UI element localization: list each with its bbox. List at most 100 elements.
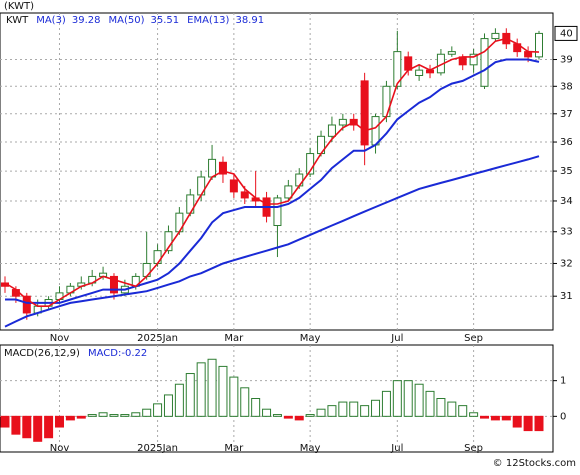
line-series [5, 58, 540, 304]
x-tick-label: Mar [224, 333, 244, 344]
candle-body [371, 116, 380, 146]
candle-body [240, 191, 249, 199]
y-tick-label: 34 [560, 196, 573, 207]
candle-body [469, 53, 478, 66]
x-tick-label: Sep [464, 443, 483, 454]
macd-bar [272, 414, 282, 417]
x-tick-label: Jul [390, 443, 403, 454]
candle-body [327, 124, 336, 137]
x-tick-label: May [300, 333, 321, 344]
macd-bar [87, 414, 97, 417]
macd-bar [349, 401, 359, 417]
candle-body [229, 179, 238, 193]
macd-bar [501, 415, 511, 421]
candle-body [153, 250, 162, 264]
macd-bar [338, 401, 348, 417]
x-tick-label: Nov [50, 333, 70, 344]
legend-text: EMA(13) [187, 15, 229, 26]
footer: © 12Stocks.com [493, 458, 576, 469]
macd-bar [392, 380, 402, 417]
x-tick-label: May [300, 443, 321, 454]
candle-body [22, 295, 31, 314]
line-series [4, 155, 540, 328]
macd-bar [196, 362, 206, 417]
macd-bar [76, 415, 86, 419]
candle-body [382, 85, 391, 118]
macd-bar [512, 415, 522, 428]
candle-body [295, 173, 304, 187]
macd-bar [523, 415, 533, 432]
candle-body [284, 185, 293, 199]
macd-bar [251, 398, 261, 417]
y-tick-label: 38 [560, 81, 573, 92]
y-tick-label: 32 [560, 258, 573, 269]
macd-bar [283, 415, 293, 419]
macd-bar [185, 373, 195, 417]
macd-bar [33, 415, 43, 442]
macd-bar [469, 412, 479, 417]
x-tick-label: Nov [50, 443, 70, 454]
macd-bar [207, 358, 217, 417]
macd-value: MACD:-0.22 [88, 348, 147, 359]
legend-text: KWT [6, 15, 29, 26]
candle-body [208, 158, 217, 178]
y-tick-label: 33 [560, 227, 573, 238]
macd-bar [22, 415, 32, 439]
legend-text: 35.51 [150, 15, 179, 26]
macd-bar [240, 387, 250, 417]
candle-body [218, 161, 227, 175]
macd-bar [327, 405, 337, 417]
x-tick-label: Jul [390, 333, 403, 344]
candle-body [415, 69, 424, 77]
macd-bar [458, 405, 468, 417]
macd-bar [305, 414, 315, 417]
macd-bar [163, 394, 173, 417]
macd-panel-frame [0, 344, 554, 453]
candle-body [535, 32, 543, 58]
macd-bar [414, 383, 424, 417]
macd-bar [218, 365, 228, 417]
macd-bar [44, 415, 54, 439]
macd-bar [316, 408, 326, 417]
y-tick-label: 39 [560, 55, 573, 66]
candle-body [306, 153, 315, 175]
y-tick-label: 0 [560, 411, 566, 422]
macd-bar [142, 408, 152, 417]
candle-body [447, 51, 456, 55]
candle-body [480, 38, 489, 87]
macd-title: MACD(26,12,9) [4, 348, 80, 359]
legend-text: MA(3) [36, 15, 66, 26]
macd-bar [480, 415, 490, 419]
macd-bar [229, 376, 239, 417]
macd-bar [490, 415, 500, 421]
candle-body [273, 197, 282, 227]
x-tick-label: Mar [224, 443, 244, 454]
macd-bar [65, 415, 75, 421]
candle-body [393, 51, 402, 87]
macd-bar [0, 415, 10, 428]
macd-bar [153, 403, 163, 417]
legend-text: MA(50) [108, 15, 144, 26]
macd-bar [360, 405, 370, 417]
macd-bar [98, 412, 108, 417]
last-price-label: 40 [560, 28, 573, 39]
line-series [4, 37, 540, 307]
candle-body [491, 32, 500, 40]
x-tick-label: Sep [464, 333, 483, 344]
chart-title: (KWT) [4, 1, 34, 12]
macd-bar [262, 408, 272, 417]
y-tick-label: 35 [560, 166, 573, 177]
macd-bar [425, 390, 435, 417]
macd-bar [381, 390, 391, 417]
legend-text: 38.91 [235, 15, 264, 26]
y-tick-label: 37 [560, 109, 573, 120]
candle-body [360, 80, 369, 146]
macd-bar [11, 415, 21, 435]
macd-bar [120, 414, 130, 417]
y-tick-label: 1 [560, 376, 566, 387]
y-tick-label: 36 [560, 137, 573, 148]
macd-bar [109, 414, 119, 417]
x-tick-label: 2025Jan [137, 333, 178, 344]
macd-bar [131, 412, 141, 417]
macd-bar [403, 380, 413, 417]
